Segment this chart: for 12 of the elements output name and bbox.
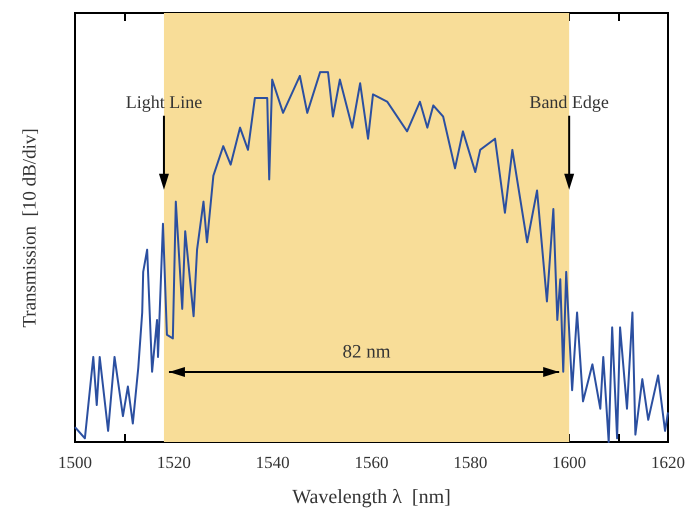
- x-tick-label: 1600: [552, 453, 586, 472]
- x-tick-label: 1500: [58, 453, 92, 472]
- y-axis-title: Transmission [10 dB/div]: [20, 128, 40, 328]
- x-axis-title: Wavelength λ [nm]: [292, 486, 451, 508]
- x-tick-label: 1580: [453, 453, 488, 472]
- x-tick-label: 1540: [256, 453, 290, 472]
- x-tick-label: 1620: [651, 453, 685, 472]
- x-tick-label: 1560: [354, 453, 388, 472]
- x-tick-label: 1520: [156, 453, 191, 472]
- band-label: 82 nm: [342, 342, 391, 362]
- annotation: Light Line: [126, 92, 202, 112]
- annotation: Band Edge: [529, 92, 609, 112]
